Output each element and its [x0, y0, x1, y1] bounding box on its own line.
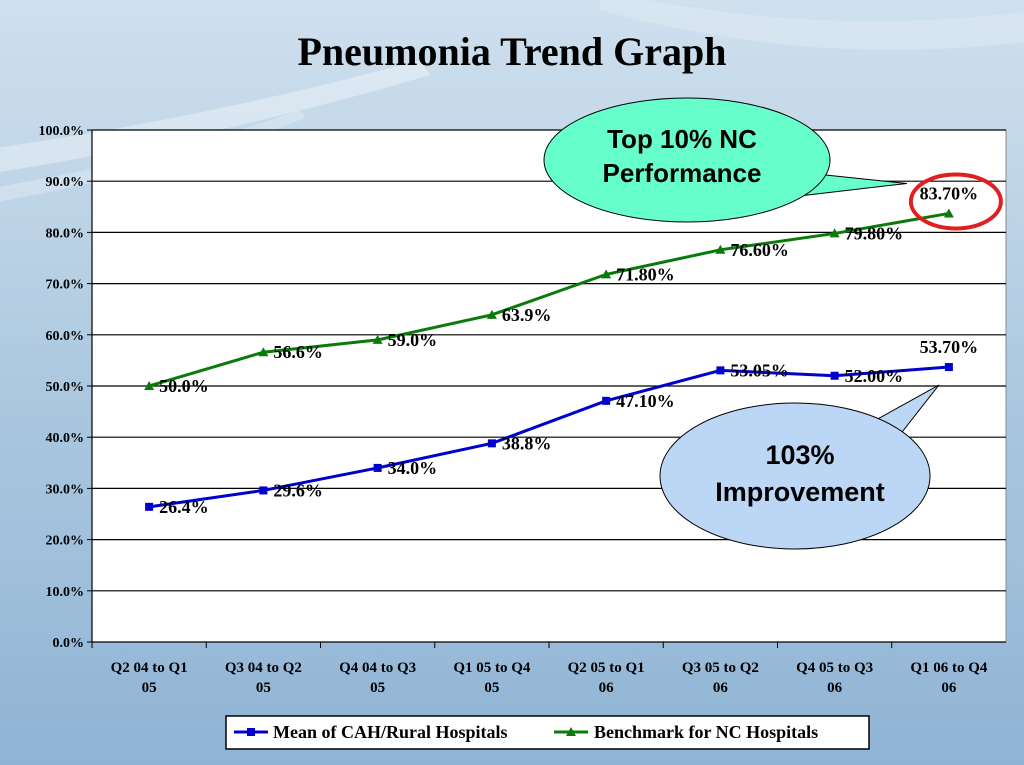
data-point [829, 228, 840, 238]
data-point [715, 244, 726, 254]
data-label: 29.6% [273, 480, 323, 500]
legend-box [225, 715, 870, 750]
y-tick-label: 30.0% [46, 482, 85, 497]
x-tick-label: Q2 04 to Q1 05 [111, 660, 188, 696]
series-line [148, 211, 950, 388]
data-label: 38.8% [502, 433, 552, 453]
data-point [258, 347, 269, 357]
data-point [716, 366, 725, 375]
callout-text: Top 10% NC Performance [603, 124, 762, 188]
data-label: 50.0% [159, 376, 209, 396]
y-tick-label: 80.0% [46, 226, 85, 241]
x-tick-label: Q4 05 to Q3 06 [796, 660, 873, 696]
data-label: 26.4% [159, 497, 209, 517]
legend-label: Mean of CAH/Rural Hospitals [273, 722, 508, 742]
x-tick-label: Q1 06 to Q4 06 [910, 660, 988, 696]
legend-label: Benchmark for NC Hospitals [594, 722, 818, 742]
y-tick-label: 10.0% [46, 585, 85, 600]
callout-tail-join [782, 168, 804, 194]
data-label: 71.80% [616, 264, 675, 284]
data-point [372, 334, 383, 344]
data-label: 76.60% [730, 240, 789, 260]
data-point [830, 371, 839, 380]
data-label: 59.0% [388, 330, 438, 350]
y-tick-label: 50.0% [46, 380, 85, 395]
x-tick-label: Q3 04 to Q2 05 [225, 660, 302, 696]
x-tick-label: Q4 04 to Q3 05 [339, 660, 416, 696]
data-point [943, 208, 954, 218]
data-label: 53.70% [920, 337, 979, 357]
data-point [602, 396, 611, 405]
data-point [486, 309, 497, 319]
y-tick-label: 20.0% [46, 534, 85, 549]
data-label: 52.00% [845, 366, 904, 386]
legend-swatch-marker [566, 727, 576, 736]
y-tick-label: 100.0% [39, 124, 85, 139]
y-tick-label: 60.0% [46, 329, 85, 344]
callout-text: 103% Improvement [715, 440, 885, 507]
data-point [145, 502, 154, 511]
x-tick-label: Q1 05 to Q4 05 [453, 660, 531, 696]
data-label: 83.70% [920, 183, 979, 203]
y-tick-label: 40.0% [46, 431, 85, 446]
data-label: 56.6% [273, 342, 323, 362]
data-label: 34.0% [388, 458, 438, 478]
highlight-circle [908, 172, 1003, 231]
callout-bubble [543, 97, 831, 223]
data-point [944, 363, 953, 372]
x-tick-label: Q3 05 to Q2 06 [682, 660, 759, 696]
series-line [148, 365, 949, 509]
callout-tail-join [865, 426, 891, 448]
y-tick-label: 70.0% [46, 278, 85, 293]
y-tick-label: 0.0% [53, 636, 85, 651]
legend-swatch-marker [247, 728, 255, 736]
callout-bubble [659, 402, 931, 550]
data-point [259, 486, 268, 495]
y-tick-label: 90.0% [46, 175, 85, 190]
data-point [144, 381, 155, 390]
data-point [487, 439, 496, 448]
data-label: 53.05% [730, 360, 789, 380]
data-point [373, 463, 382, 472]
data-label: 47.10% [616, 391, 675, 411]
data-label: 63.9% [502, 305, 552, 325]
data-label: 79.80% [845, 223, 904, 243]
data-point [601, 269, 612, 279]
x-tick-label: Q2 05 to Q1 06 [568, 660, 645, 696]
slide-title: Pneumonia Trend Graph [297, 29, 727, 74]
